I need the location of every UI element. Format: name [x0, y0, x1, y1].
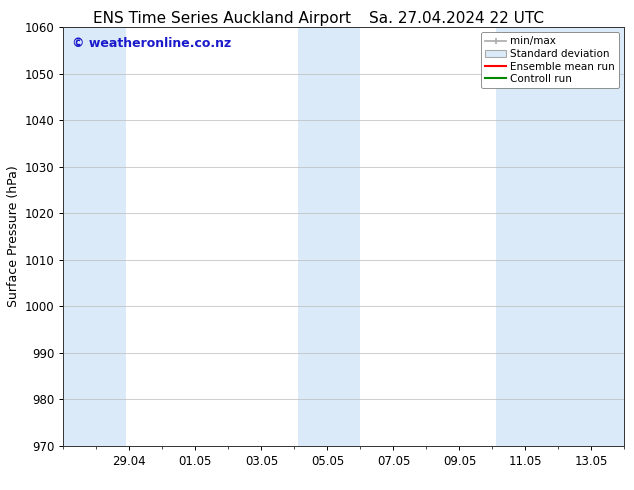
Y-axis label: Surface Pressure (hPa): Surface Pressure (hPa) [8, 166, 20, 307]
Bar [496, 27, 624, 446]
Text: Sa. 27.04.2024 22 UTC: Sa. 27.04.2024 22 UTC [369, 11, 544, 26]
Text: ENS Time Series Auckland Airport: ENS Time Series Auckland Airport [93, 11, 351, 26]
Text: © weatheronline.co.nz: © weatheronline.co.nz [72, 37, 231, 50]
Legend: min/max, Standard deviation, Ensemble mean run, Controll run: min/max, Standard deviation, Ensemble me… [481, 32, 619, 88]
Bar [298, 27, 361, 446]
Bar [63, 27, 126, 446]
